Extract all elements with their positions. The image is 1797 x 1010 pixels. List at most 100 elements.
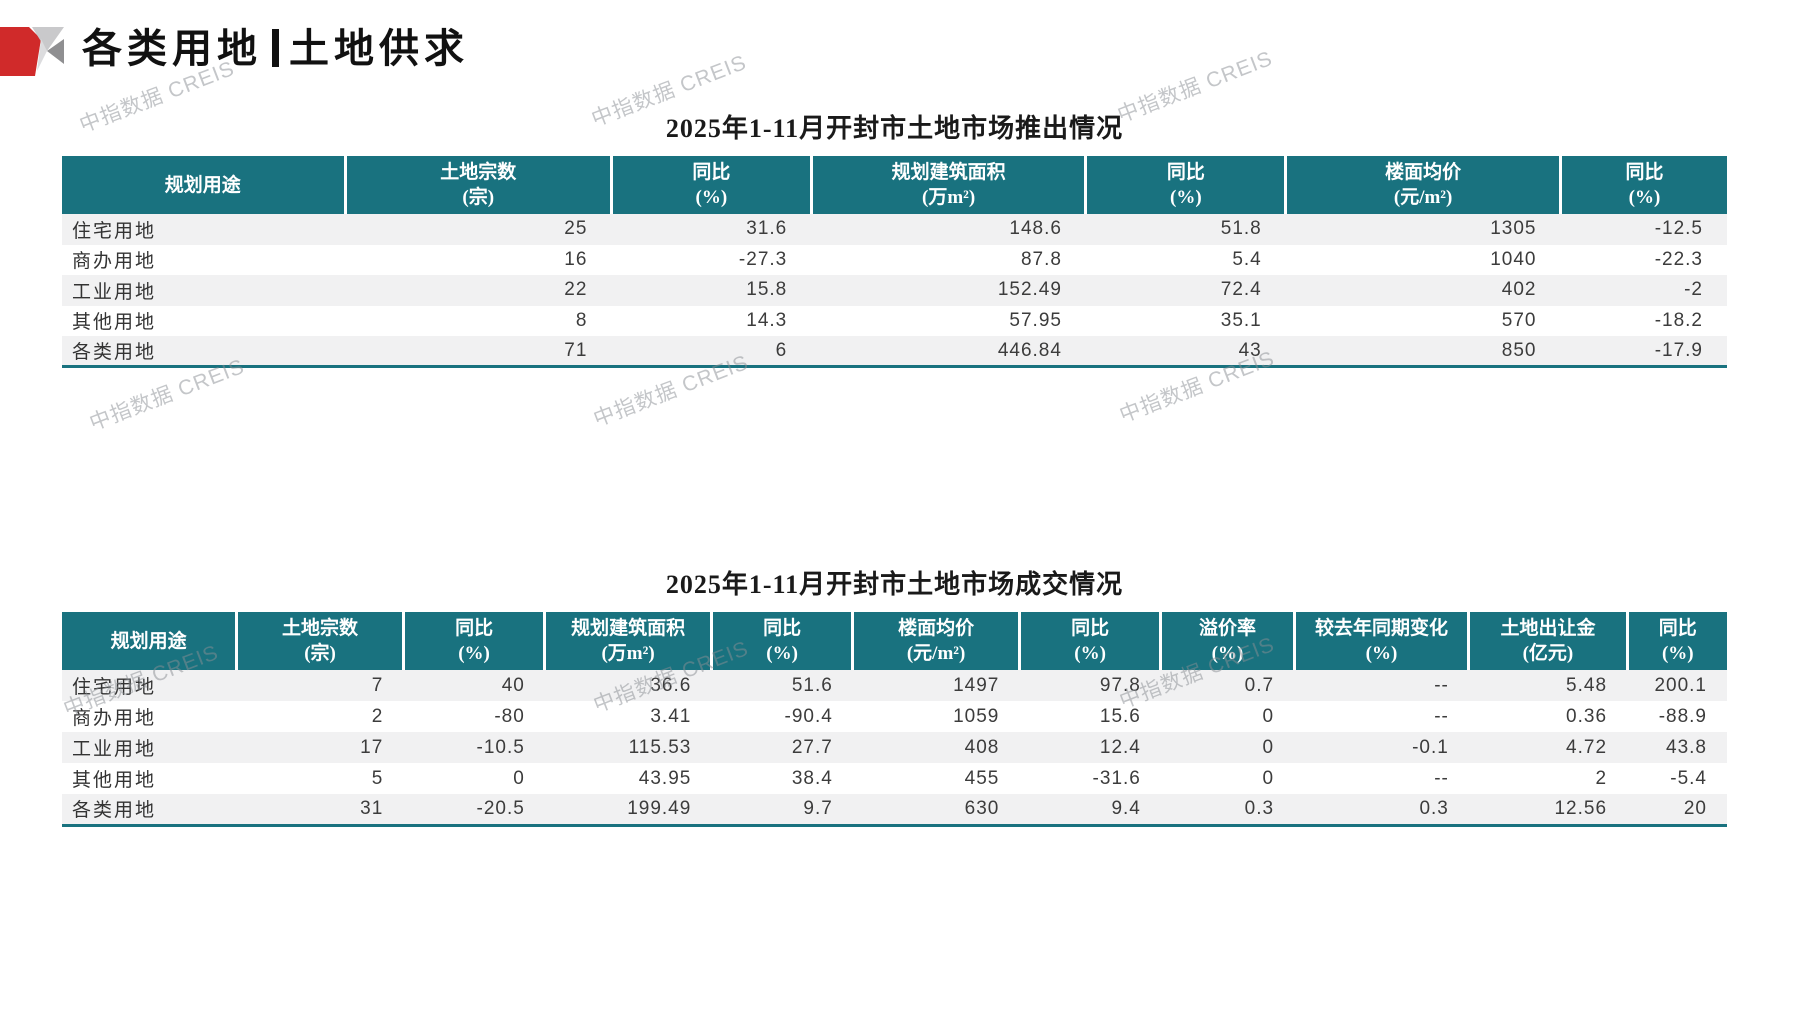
page-title-left: 各类用地 bbox=[82, 26, 262, 71]
row-label: 住宅用地 bbox=[72, 220, 157, 242]
supply-table-title: 2025年1-11月开封市土地市场推出情况 bbox=[665, 114, 1124, 143]
cell-value: 40 bbox=[501, 674, 525, 696]
cell-value: -31.6 bbox=[1092, 767, 1141, 789]
cell-value: 15.6 bbox=[1099, 705, 1141, 727]
cell-value: -10.5 bbox=[476, 736, 525, 758]
cell-value: 5.4 bbox=[1232, 248, 1262, 270]
cell-value: 455 bbox=[964, 767, 1000, 789]
header-row: 规划用途 土地宗数 (宗) 同比 (%) 规划建筑面积 (万m²) 同比 (%) 楼面均价 (元/m… bbox=[62, 612, 1727, 670]
cell-value: 152.49 bbox=[997, 279, 1062, 301]
cell-value: 0 bbox=[1262, 767, 1275, 789]
cell-value: 20 bbox=[1683, 797, 1707, 819]
column-header: 同比 (%) bbox=[709, 612, 853, 670]
cell-value: -- bbox=[1434, 705, 1449, 727]
cell-value: 57.95 bbox=[1009, 309, 1062, 331]
cell-value: 1040 bbox=[1490, 248, 1537, 270]
transaction-table: 规划用途 土地宗数 (宗) 同比 (%) 规划建筑面积 (万m²) 同比 (%) 楼面均价 (元/m… bbox=[62, 612, 1727, 827]
cell-value: 35.1 bbox=[1220, 309, 1262, 331]
cell-value: 4.72 bbox=[1566, 736, 1608, 758]
cell-value: 402 bbox=[1501, 279, 1537, 301]
column-header: 楼面均价 (元/m²) bbox=[851, 612, 1020, 670]
cell-value: 199.49 bbox=[627, 797, 692, 819]
row-label: 各类用地 bbox=[72, 800, 157, 822]
cell-value: 0 bbox=[1262, 736, 1275, 758]
column-header: 规划用途 bbox=[62, 612, 237, 670]
cell-value: -27.3 bbox=[738, 248, 788, 270]
cell-value: 17 bbox=[360, 736, 384, 758]
cell-value: 0 bbox=[1262, 705, 1275, 727]
table-row: 商办用地 2 -80 3.41 -90.4 1059 15.6 0 -- 0.36 -88.9 bbox=[62, 701, 1727, 732]
supply-table: 规划用途 土地宗数 (宗) 同比 (%) 规划建筑面积 (万m²) 同比 (%) 楼面均价 (元/m… bbox=[62, 156, 1727, 368]
cell-value: 8 bbox=[575, 309, 588, 331]
table-row: 各类用地 31 -20.5 199.49 9.7 630 9.4 0.3 0.3 12.56 20 bbox=[62, 794, 1727, 825]
cell-value: 6 bbox=[775, 339, 788, 361]
cell-value: 31.6 bbox=[746, 218, 788, 240]
cell-value: 5 bbox=[371, 767, 384, 789]
cell-value: 87.8 bbox=[1020, 248, 1062, 270]
row-label: 工业用地 bbox=[72, 739, 157, 760]
column-header: 同比 (%) bbox=[1084, 156, 1286, 214]
column-header: 规划建筑面积 (万m²) bbox=[543, 612, 712, 670]
cell-value: -18.2 bbox=[1654, 309, 1703, 331]
transaction-table-section: 2025年1-11月开封市土地市场成交情况 规划用途 土地宗数 (宗) 同比 (%) 规划… bbox=[62, 570, 1727, 827]
cell-value: 0 bbox=[513, 767, 525, 789]
title-divider-bar bbox=[272, 29, 279, 67]
cell-value: -- bbox=[1434, 674, 1449, 696]
cell-value: -0.1 bbox=[1412, 736, 1449, 758]
cell-value: 97.8 bbox=[1099, 674, 1141, 696]
column-header: 同比 (%) bbox=[1017, 612, 1161, 670]
cell-value: 9.7 bbox=[803, 797, 833, 819]
cell-value: 38.4 bbox=[791, 767, 833, 789]
row-label: 商办用地 bbox=[72, 251, 157, 273]
cell-value: 0.36 bbox=[1566, 705, 1608, 727]
cell-value: 16 bbox=[564, 248, 588, 270]
row-label: 住宅用地 bbox=[72, 677, 157, 698]
cell-value: -80 bbox=[494, 705, 525, 727]
cell-value: 1497 bbox=[953, 674, 1000, 696]
column-header: 同比 (%) bbox=[609, 156, 812, 214]
cell-value: 25 bbox=[564, 218, 588, 240]
table-row: 各类用地 71 6 446.84 43 850 -17.9 bbox=[62, 336, 1727, 367]
cell-value: 850 bbox=[1501, 339, 1537, 361]
cell-value: 200.1 bbox=[1654, 674, 1707, 696]
cell-value: 51.6 bbox=[791, 674, 833, 696]
cell-value: -- bbox=[1434, 767, 1449, 789]
cell-value: 31 bbox=[360, 797, 384, 819]
cell-value: 408 bbox=[964, 736, 1000, 758]
cell-value: 148.6 bbox=[1009, 218, 1062, 240]
column-header: 较去年同期变化 (%) bbox=[1292, 612, 1469, 670]
cell-value: 14.3 bbox=[746, 309, 788, 331]
cell-value: 1305 bbox=[1490, 218, 1537, 240]
cell-value: -20.5 bbox=[476, 797, 525, 819]
logo-icon bbox=[0, 27, 64, 76]
column-header: 溢价率 (%) bbox=[1159, 612, 1295, 670]
cell-value: 15.8 bbox=[746, 279, 788, 301]
cell-value: -12.5 bbox=[1654, 218, 1703, 240]
cell-value: 36.6 bbox=[650, 674, 692, 696]
cell-value: 115.53 bbox=[628, 736, 692, 758]
column-header: 土地出让金 (亿元) bbox=[1467, 612, 1628, 670]
cell-value: -22.3 bbox=[1654, 248, 1703, 270]
table-row: 住宅用地 25 31.6 148.6 51.8 1305 -12.5 bbox=[62, 214, 1727, 245]
cell-value: 5.48 bbox=[1566, 674, 1608, 696]
cell-value: 2 bbox=[1595, 767, 1608, 789]
cell-value: 12.4 bbox=[1099, 736, 1141, 758]
cell-value: -90.4 bbox=[784, 705, 833, 727]
page-title-right: 土地供求 bbox=[289, 26, 469, 71]
row-label: 工业用地 bbox=[72, 281, 157, 303]
page-title: 各类用地 土地供求 bbox=[82, 16, 469, 74]
supply-table-section: 2025年1-11月开封市土地市场推出情况 规划用途 土地宗数 (宗) 同比 (%) 规划… bbox=[62, 114, 1727, 368]
cell-value: -17.9 bbox=[1654, 339, 1703, 361]
row-label: 各类用地 bbox=[72, 342, 157, 363]
cell-value: 71 bbox=[564, 339, 588, 361]
row-label: 其他用地 bbox=[72, 312, 157, 334]
cell-value: 22 bbox=[564, 279, 588, 301]
cell-value: 72.4 bbox=[1220, 279, 1262, 301]
cell-value: -2 bbox=[1684, 279, 1703, 301]
logo-mark bbox=[0, 22, 64, 76]
cell-value: 0.3 bbox=[1244, 797, 1275, 819]
column-header: 同比 (%) bbox=[401, 612, 545, 670]
cell-value: 446.84 bbox=[997, 339, 1062, 361]
table-row: 工业用地 22 15.8 152.49 72.4 402 -2 bbox=[62, 275, 1727, 306]
row-label: 其他用地 bbox=[72, 770, 157, 791]
